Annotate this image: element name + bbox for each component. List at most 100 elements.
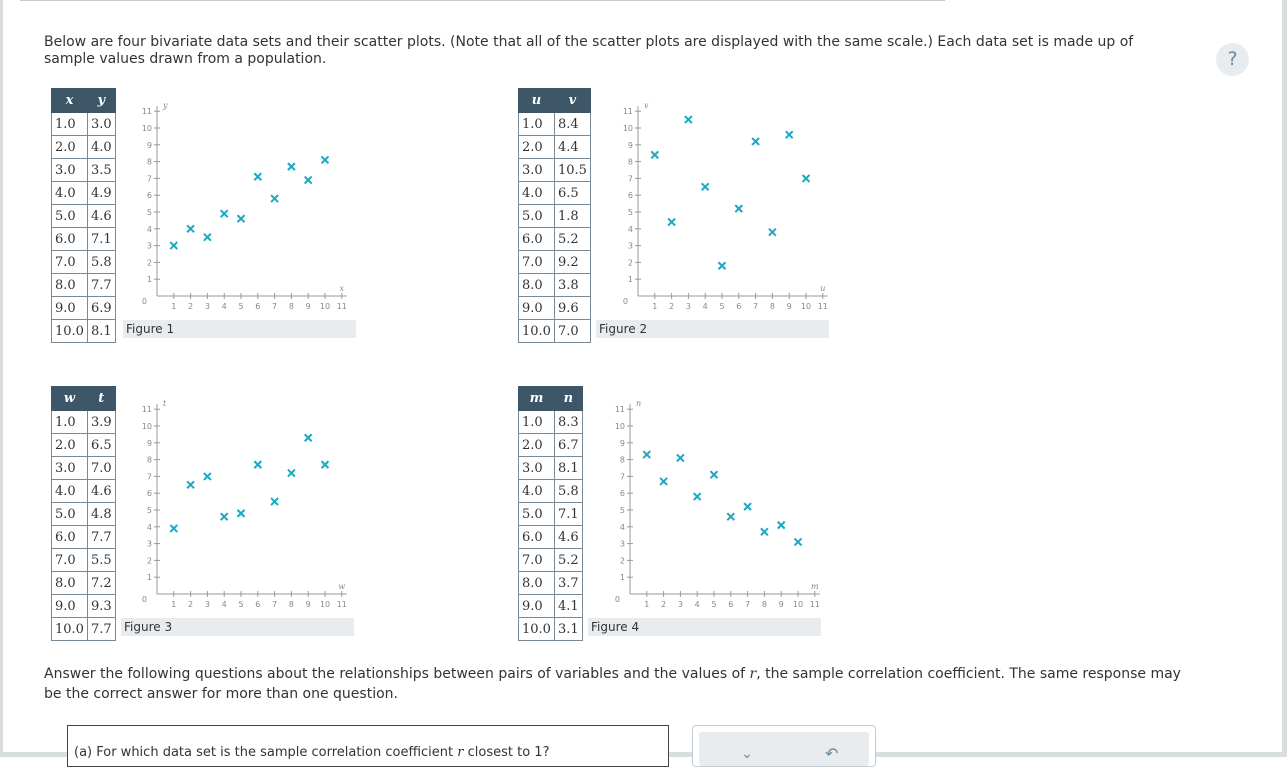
data-point	[751, 137, 760, 146]
table-cell: 1.0	[518, 410, 555, 434]
table-cell: 8.0	[51, 273, 88, 297]
y-tick-label: 10	[615, 422, 625, 431]
table-cell: 6.9	[86, 296, 116, 320]
table-row: 8.0 3.8	[518, 273, 591, 297]
data-point	[303, 175, 313, 185]
y-tick-label: 10	[623, 124, 633, 133]
table-cell: 5.0	[518, 204, 555, 228]
origin-label: 0	[142, 297, 147, 306]
table-cell: 1.0	[51, 112, 88, 136]
figure-label: Figure 1	[123, 320, 356, 338]
table-row: 6.0 7.1	[51, 227, 116, 251]
table-cell: 6.0	[51, 525, 88, 549]
x-axis-label: w	[338, 582, 345, 591]
x-tick-label: 5	[238, 302, 243, 311]
instructions-r: r	[749, 666, 757, 682]
table-cell: 4.1	[553, 594, 583, 618]
data-point	[303, 433, 313, 442]
table-row: 3.0 7.0	[51, 456, 116, 480]
x-tick-label: 5	[711, 600, 716, 609]
y-tick-label: 9	[620, 439, 625, 448]
y-tick-label: 2	[628, 258, 633, 267]
table-row: 7.0 5.5	[51, 548, 116, 572]
table-cell: 8.1	[553, 456, 583, 480]
table-cell: 9.3	[86, 594, 116, 618]
x-tick-label: 10	[793, 600, 803, 609]
intro-text: Below are four bivariate data sets and t…	[44, 34, 1134, 67]
table-cell: 3.0	[86, 112, 116, 136]
x-tick-label: 7	[272, 600, 277, 609]
y-tick-label: 7	[147, 472, 152, 481]
table-cell: 4.0	[518, 181, 555, 205]
figure-label: Figure 4	[588, 618, 821, 636]
y-tick-label: 7	[628, 174, 633, 183]
data-point	[642, 450, 652, 459]
table-cell: 8.3	[553, 410, 583, 434]
table-row: 8.0 7.7	[51, 273, 116, 297]
x-tick-label: 6	[255, 600, 260, 609]
y-tick-label: 6	[147, 489, 152, 498]
table-cell: 6.7	[553, 433, 583, 457]
table-cell: 3.9	[86, 410, 116, 434]
table-row: 3.0 3.5	[51, 158, 116, 182]
data-point	[287, 468, 296, 478]
column-header: x	[51, 88, 88, 113]
table-cell: 2.0	[51, 135, 88, 159]
frame-left	[0, 0, 3, 757]
table-row: 7.0 5.8	[51, 250, 116, 274]
data-point	[270, 497, 279, 506]
table-cell: 8.0	[518, 273, 555, 297]
origin-label: 0	[623, 297, 628, 306]
y-tick-label: 9	[628, 141, 633, 150]
table-cell: 10.0	[51, 617, 88, 641]
y-axis-label: y	[162, 101, 168, 110]
x-tick-label: 11	[810, 600, 820, 609]
question-a-r: r	[457, 745, 464, 760]
y-tick-label: 8	[628, 158, 633, 167]
data-point	[650, 150, 660, 160]
table-row: 2.0 6.5	[51, 433, 116, 457]
data-table: x y 1.0 3.0 2.0 4.0 3.0 3.5 4.0 4.9 5.0 4.6 6.0 7.1 7.…	[51, 88, 116, 343]
data-table: w t 1.0 3.9 2.0 6.5 3.0 7.0 4.0 4.6 5.0 4.8 6.0 7.7 7.…	[51, 386, 116, 641]
data-point	[793, 537, 803, 547]
table-cell: 7.0	[51, 548, 88, 572]
data-point	[801, 174, 811, 183]
x-tick-label: 1	[171, 600, 176, 609]
y-tick-label: 11	[623, 107, 633, 116]
x-tick-label: 2	[669, 302, 674, 311]
x-tick-label: 6	[255, 302, 260, 311]
table-cell: 3.0	[51, 456, 88, 480]
data-point	[253, 460, 263, 469]
y-tick-label: 3	[628, 242, 633, 251]
top-divider	[20, 0, 945, 1]
y-tick-label: 5	[147, 208, 152, 217]
table-cell: 9.0	[518, 296, 555, 320]
table-row: 1.0 8.4	[518, 112, 591, 136]
y-tick-label: 7	[147, 174, 152, 183]
y-tick-label: 4	[620, 523, 625, 532]
y-tick-label: 1	[147, 275, 152, 284]
origin-label: 0	[615, 595, 620, 604]
undo-icon[interactable]: ↶	[825, 744, 839, 763]
table-row: 3.0 10.5	[518, 158, 591, 182]
y-tick-label: 5	[147, 506, 152, 515]
table-cell: 7.1	[553, 502, 583, 526]
x-tick-label: 7	[272, 302, 277, 311]
x-tick-label: 4	[703, 302, 708, 311]
y-tick-label: 5	[628, 208, 633, 217]
table-cell: 10.0	[518, 617, 555, 641]
table-cell: 7.0	[518, 250, 555, 274]
data-point	[236, 214, 246, 223]
x-tick-label: 4	[695, 600, 700, 609]
instructions-text: Answer the following questions about the…	[44, 664, 1194, 704]
table-row: 9.0 9.6	[518, 296, 591, 320]
data-point	[784, 130, 794, 139]
table-row: 5.0 1.8	[518, 204, 591, 228]
help-button[interactable]: ?	[1216, 43, 1249, 76]
table-cell: 3.0	[518, 456, 555, 480]
data-point	[734, 204, 744, 213]
table-cell: 10.0	[51, 319, 88, 343]
instructions-prefix: Answer the following questions about the…	[44, 666, 746, 682]
answer-dropdown[interactable]: ⌄ ↶	[699, 732, 869, 766]
y-tick-label: 2	[147, 258, 152, 267]
